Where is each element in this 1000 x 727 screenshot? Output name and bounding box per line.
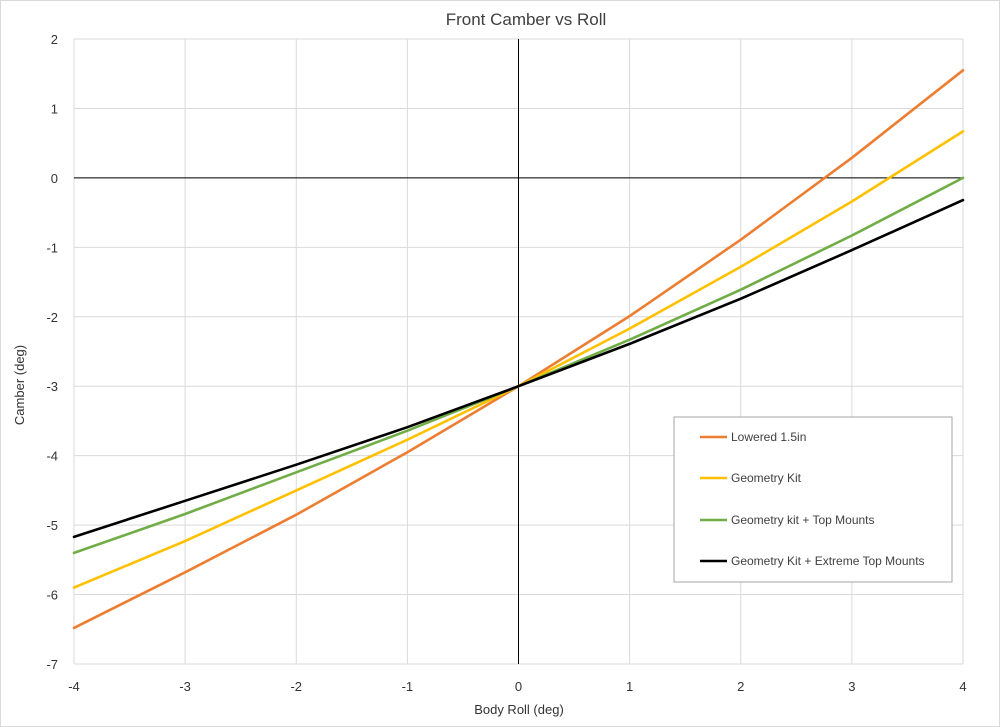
- x-tick-label: -1: [402, 679, 414, 694]
- legend-label: Geometry Kit + Extreme Top Mounts: [731, 554, 925, 568]
- x-tick-label: -3: [179, 679, 191, 694]
- y-tick-label: 1: [51, 101, 58, 116]
- y-tick-label: -7: [46, 657, 58, 672]
- series-line-4: [72, 198, 965, 539]
- x-tick-label: 1: [626, 679, 633, 694]
- x-tick-label: 0: [515, 679, 522, 694]
- chart-title: Front Camber vs Roll: [446, 10, 607, 29]
- x-axis-title: Body Roll (deg): [474, 702, 564, 717]
- x-tick-label: -4: [68, 679, 80, 694]
- axes: [74, 39, 963, 664]
- tick-labels: -4 -3 -2 -1 0 1 2 3 4 2 1 0 -1 -2 -3 -4 -5 -6 -7: [46, 32, 966, 694]
- y-tick-label: -4: [46, 449, 58, 464]
- x-tick-label: 3: [848, 679, 855, 694]
- x-tick-label: -2: [290, 679, 302, 694]
- y-axis-title: Camber (deg): [12, 345, 27, 425]
- y-tick-label: -6: [46, 588, 58, 603]
- x-tick-label: 2: [737, 679, 744, 694]
- series-lines: [72, 69, 965, 630]
- y-tick-label: -2: [46, 310, 58, 325]
- y-tick-label: -5: [46, 518, 58, 533]
- y-tick-label: -1: [46, 240, 58, 255]
- legend-label: Lowered 1.5in: [731, 430, 806, 444]
- x-tick-label: 4: [959, 679, 966, 694]
- legend: Lowered 1.5in Geometry Kit Geometry kit + …: [673, 416, 953, 583]
- legend-box: [673, 416, 953, 583]
- legend-label: Geometry Kit: [731, 471, 802, 485]
- y-tick-label: 0: [51, 171, 58, 186]
- y-tick-label: -3: [46, 379, 58, 394]
- legend-label: Geometry kit + Top Mounts: [731, 513, 875, 527]
- y-tick-label: 2: [51, 32, 58, 47]
